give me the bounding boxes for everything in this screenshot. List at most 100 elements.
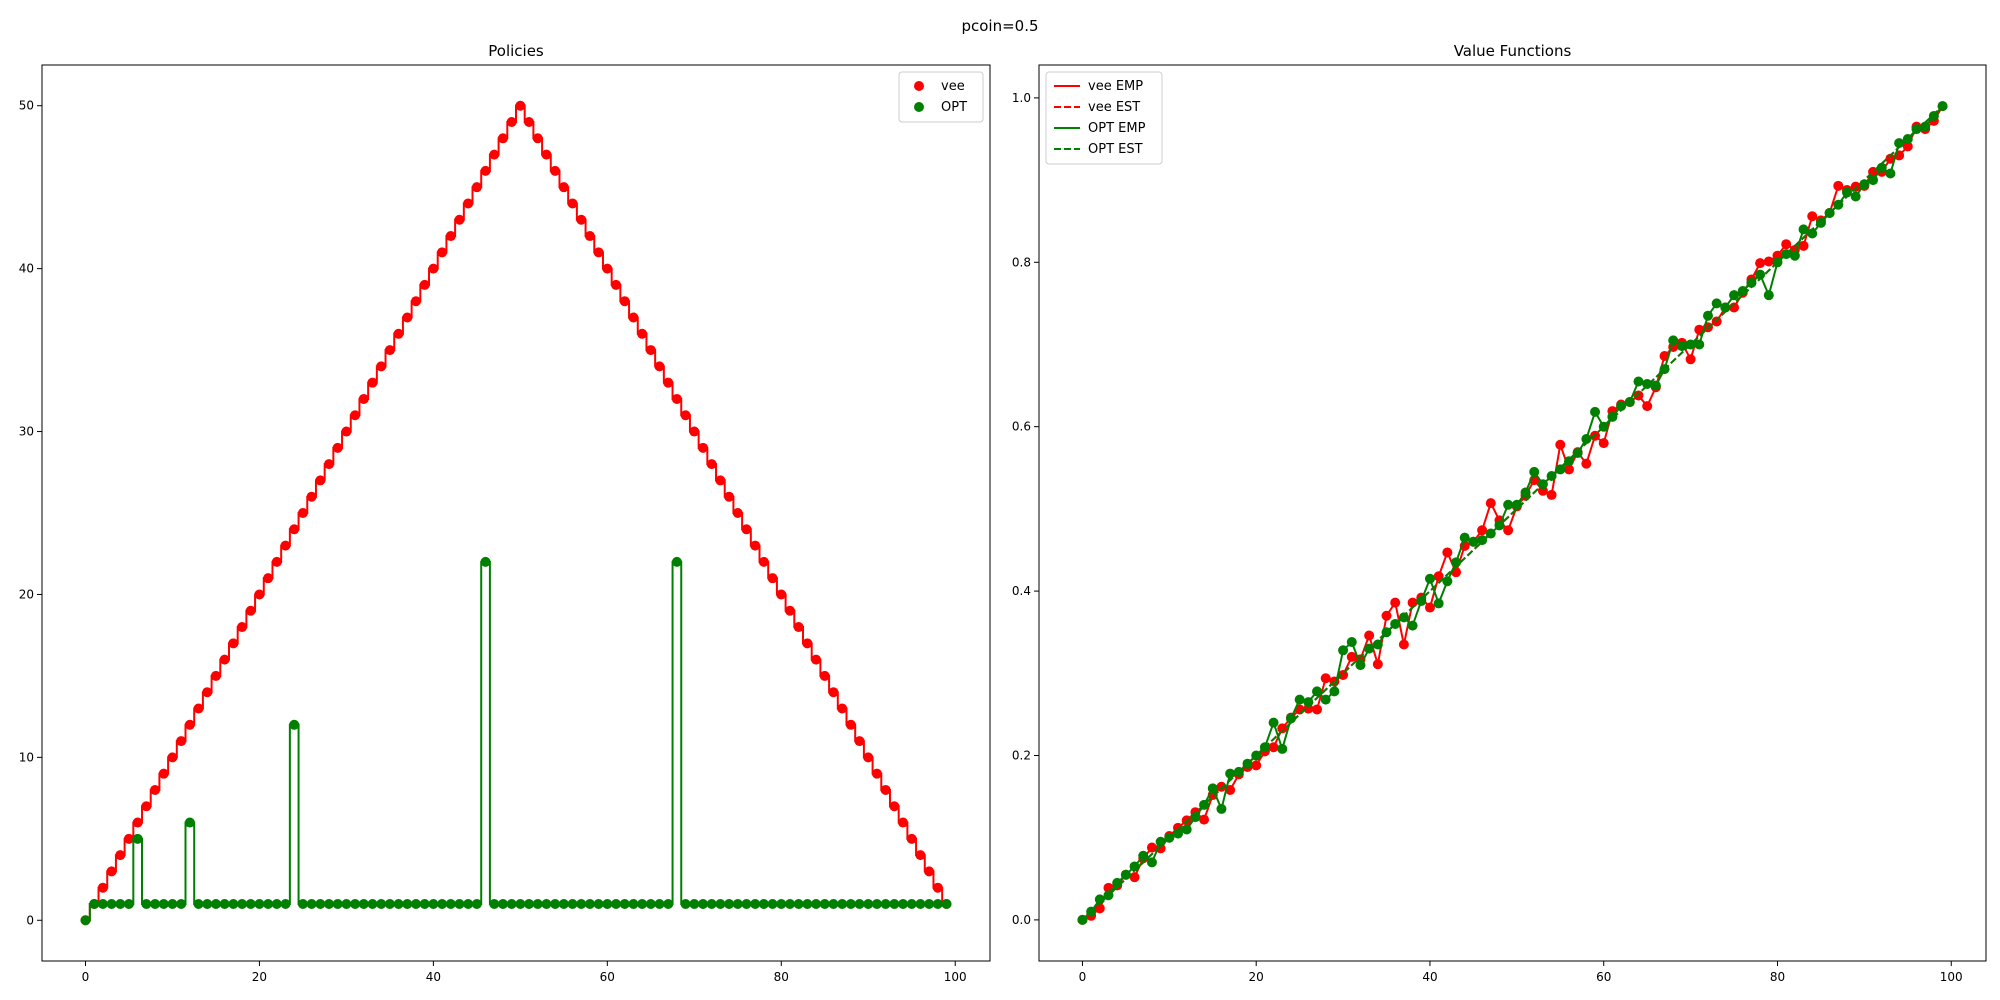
series-vee-point — [663, 377, 674, 388]
series-opt-emp-point — [1216, 803, 1227, 814]
series-opt-point — [463, 898, 474, 909]
series-vee-point — [384, 345, 395, 356]
series-opt-est — [1081, 105, 1944, 921]
series-opt-point — [428, 898, 439, 909]
series-opt-point — [645, 898, 656, 909]
series-opt-point — [376, 898, 387, 909]
series-vee-emp-point — [1346, 651, 1357, 662]
y-tick-label: 0.2 — [1012, 748, 1031, 762]
series-vee-point — [358, 393, 369, 404]
series-opt-emp-point — [1763, 290, 1774, 301]
series-vee-point — [854, 736, 865, 747]
series-vee-point — [228, 638, 239, 649]
series-vee-point — [210, 670, 221, 681]
series-opt-point — [402, 898, 413, 909]
series-opt-emp-point — [1815, 217, 1826, 228]
series-vee-point — [410, 296, 421, 307]
series-vee-point — [497, 133, 508, 144]
series-vee-point — [237, 622, 248, 633]
series-vee-point — [906, 833, 917, 844]
series-opt-point — [758, 898, 769, 909]
x-tick-label: 80 — [1770, 970, 1785, 984]
series-opt-point — [263, 898, 274, 909]
series-vee-point — [550, 165, 561, 176]
series-opt-point — [880, 898, 891, 909]
series-vee — [80, 100, 952, 926]
series-vee-emp-point — [1763, 256, 1774, 267]
series-opt-point — [454, 898, 465, 909]
series-vee-point — [271, 556, 282, 567]
series-vee-emp-point — [1381, 610, 1392, 621]
series-vee-point — [150, 784, 161, 795]
series-opt-point — [845, 898, 856, 909]
series-opt-point — [671, 556, 682, 567]
series-vee-point — [341, 426, 352, 437]
series-vee-point — [289, 524, 300, 535]
series-opt-point — [497, 898, 508, 909]
series-vee-emp-point — [1685, 354, 1696, 365]
series-opt-point — [237, 898, 248, 909]
series-opt-point — [576, 898, 587, 909]
series-vee-emp-point — [1199, 814, 1210, 825]
series-opt-emp-point — [1407, 620, 1418, 631]
series-opt-point — [80, 915, 91, 926]
legend-entry-label: vee EMP — [1088, 79, 1143, 94]
series-vee-point — [793, 622, 804, 633]
y-tick-label: 40 — [19, 262, 34, 276]
series-vee-point — [611, 279, 622, 290]
series-opt — [80, 556, 952, 926]
x-tick-label: 20 — [252, 970, 267, 984]
series-opt-point — [97, 898, 108, 909]
series-opt-point — [793, 898, 804, 909]
series-vee-emp-point — [1694, 324, 1705, 335]
series-opt-emp-point — [1694, 339, 1705, 350]
y-tick-label: 0 — [26, 913, 34, 927]
series-opt-emp-point — [1459, 532, 1470, 543]
series-opt-point — [654, 898, 665, 909]
series-opt-emp-point — [1642, 378, 1653, 389]
series-opt-point — [89, 898, 100, 909]
series-opt-point — [532, 898, 543, 909]
series-opt-emp-point — [1442, 576, 1453, 587]
series-vee-emp-point — [1146, 842, 1157, 853]
series-opt-emp-point — [1563, 456, 1574, 467]
series-vee-point — [367, 377, 378, 388]
series-opt-point — [306, 898, 317, 909]
series-opt-point — [854, 898, 865, 909]
series-opt-emp-point — [1928, 110, 1939, 121]
series-vee-point — [932, 882, 943, 893]
legend-entry-label: OPT EST — [1088, 142, 1143, 157]
series-vee-point — [680, 410, 691, 421]
series-vee-emp-point — [1320, 673, 1331, 684]
series-vee-point — [350, 410, 361, 421]
series-opt-point — [680, 898, 691, 909]
legend-marker — [914, 102, 924, 112]
series-opt-point — [367, 898, 378, 909]
series-opt-emp-point — [1207, 783, 1218, 794]
x-tick-label: 60 — [600, 970, 615, 984]
series-opt-point — [811, 898, 822, 909]
legend-entry-label: OPT EMP — [1088, 121, 1146, 136]
series-opt-emp-point — [1312, 686, 1323, 697]
series-opt-emp-point — [1433, 598, 1444, 609]
series-vee-point — [141, 801, 152, 812]
series-vee-emp-point — [1364, 630, 1375, 641]
series-opt-point — [802, 898, 813, 909]
x-tick-label: 80 — [774, 970, 789, 984]
y-tick-label: 50 — [19, 99, 34, 113]
series-opt-point — [567, 898, 578, 909]
series-opt-point — [158, 898, 169, 909]
series-opt-point — [384, 898, 395, 909]
series-opt-emp-point — [1181, 824, 1192, 835]
series-vee-emp-point — [1563, 464, 1574, 475]
series-opt-emp-point — [1277, 743, 1288, 754]
series-opt-emp-point — [1398, 612, 1409, 623]
series-opt-point — [715, 898, 726, 909]
series-vee-point — [437, 247, 448, 258]
series-vee-point — [784, 605, 795, 616]
series-vee-point — [158, 768, 169, 779]
series-opt-point — [437, 898, 448, 909]
series-vee-point — [602, 263, 613, 274]
series-opt-emp-point — [1555, 464, 1566, 475]
